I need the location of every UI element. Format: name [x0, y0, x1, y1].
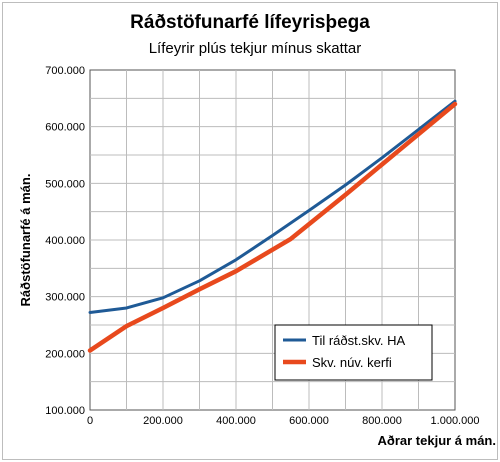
legend-label-1: Til ráðst.skv. HA	[312, 333, 406, 348]
y-axis-label: Ráðstöfunarfé á mán.	[18, 174, 33, 307]
y-tick-label: 200.000	[45, 348, 85, 360]
y-tick-label: 700.000	[45, 65, 85, 77]
y-tick-label: 400.000	[45, 235, 85, 247]
series-lines	[87, 99, 458, 353]
x-tick-label: 200.000	[143, 415, 183, 427]
y-tick-label: 600.000	[45, 122, 85, 134]
x-tick-label: 800.000	[362, 415, 402, 427]
legend: Til ráðst.skv. HA Skv. núv. kerfi	[274, 324, 433, 381]
x-tick-label: 0	[87, 415, 93, 427]
x-tick-label: 400.000	[216, 415, 256, 427]
chart-title: Ráðstöfunarfé lífeyrisþega	[130, 12, 370, 33]
y-tick-label: 100.000	[45, 405, 85, 417]
legend-label-2: Skv. núv. kerfi	[312, 355, 392, 370]
x-axis-label: Aðrar tekjur á mán.	[378, 433, 497, 448]
series-line-1	[88, 99, 457, 314]
chart-subtitle: Lífeyrir plús tekjur mínus skattar	[148, 40, 362, 57]
y-tick-label: 500.000	[45, 178, 85, 190]
legend-box	[274, 324, 433, 381]
x-tick-label: 1.000.000	[431, 415, 480, 427]
y-tick-label: 300.000	[45, 292, 85, 304]
series-line-2	[87, 101, 458, 353]
x-tick-label: 600.000	[289, 415, 329, 427]
tick-labels: 100.000 200.000 300.000 400.000 500.000 600.0…	[45, 65, 479, 427]
